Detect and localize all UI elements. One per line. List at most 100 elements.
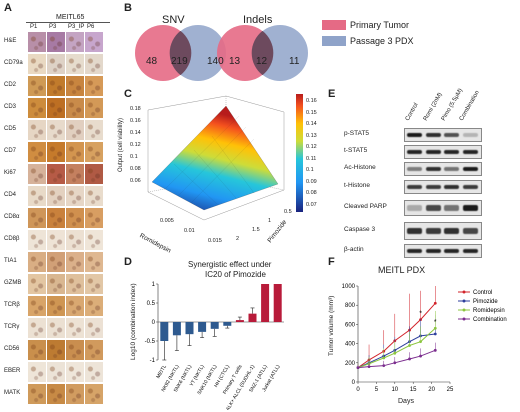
western-band [462, 227, 478, 235]
ihc-image-cell [47, 252, 65, 272]
legend-label-primary: Primary Tumor [350, 20, 410, 30]
surface-ztick: 0.1 [130, 154, 138, 160]
ihc-image-cell [28, 340, 46, 360]
western-band [407, 227, 422, 235]
d-bar [172, 322, 181, 336]
western-row-label: Cleaved PARP [344, 203, 387, 210]
venn-snv-title: SNV [162, 14, 185, 26]
ihc-image-cell [47, 164, 65, 184]
western-band [444, 149, 459, 155]
f-ytick-label: 1000 [342, 284, 356, 290]
western-row-label: Ac-Histone [344, 164, 376, 171]
ihc-image-cell [66, 318, 84, 338]
surface-gridlines [164, 115, 255, 206]
ihc-image-cell [85, 274, 103, 294]
colorbar-tick: 0.15 [306, 109, 317, 116]
western-band [425, 132, 441, 138]
ihc-image-cell [47, 76, 65, 96]
ihc-image-cell [66, 384, 84, 404]
panel-e-letter: E [328, 88, 336, 100]
ihc-image-cell [66, 296, 84, 316]
f-legend-marker [462, 308, 466, 312]
western-band [407, 166, 422, 172]
ihc-image-cell [28, 362, 46, 382]
d-bar [273, 284, 282, 322]
western-column-label: Control [404, 102, 420, 122]
ihc-image-cell [28, 296, 46, 316]
ihc-image-cell [66, 208, 84, 228]
f-xtick-label: 5 [375, 387, 379, 393]
western-blot-strip [404, 180, 482, 194]
f-significance-star: * [434, 319, 437, 326]
colorbar-tick: 0.1 [306, 167, 314, 173]
surface-ytick: 2 [236, 236, 240, 242]
western-band [407, 248, 422, 254]
ihc-image-cell [85, 54, 103, 74]
western-band [444, 205, 459, 211]
ihc-column-label: P3 [49, 24, 57, 30]
ihc-image-cell [85, 318, 103, 338]
f-point [433, 332, 437, 336]
ihc-column-label: P6 [87, 24, 95, 30]
legend-swatch-pdx [322, 36, 346, 46]
venn-indels-title: Indels [243, 14, 273, 26]
western-band [462, 205, 478, 211]
ihc-image-cell [28, 76, 46, 96]
f-xtick-label: 20 [428, 387, 435, 393]
ihc-image-cell [85, 208, 103, 228]
colorbar-tick: 0.13 [306, 132, 317, 139]
panel-a-header: MEITL65 [56, 14, 85, 21]
colorbar-tick: 0.07 [306, 201, 317, 208]
colorbar [296, 94, 303, 212]
western-band [462, 149, 478, 155]
western-band [407, 184, 422, 190]
ihc-row-label: CD5 [4, 126, 17, 132]
d-ytick-label: -1 [150, 358, 156, 364]
d-bar [210, 322, 219, 329]
western-band [444, 184, 459, 190]
ihc-column-label: P1 [30, 24, 38, 30]
d-bar [160, 322, 169, 341]
ihc-row-label: H&E [4, 38, 17, 44]
western-band [425, 248, 441, 254]
ihc-image-cell [28, 186, 46, 206]
western-band [407, 149, 422, 155]
ihc-row-label: TCRβ [4, 302, 20, 308]
ihc-image-cell [28, 142, 46, 162]
surface-xtick: 0.015 [208, 238, 222, 244]
ihc-row-label: TIA1 [4, 258, 17, 264]
surface-ytick: 1 [268, 218, 272, 224]
ihc-image-cell [66, 186, 84, 206]
legend-label-pdx: Passage 3 PDX [350, 36, 414, 46]
ihc-column-label: P3_IP [68, 24, 85, 30]
western-blot-strip [404, 145, 482, 159]
surface-ztick: 0.06 [130, 178, 141, 184]
f-legend-label: Combination [473, 317, 507, 323]
western-band [425, 166, 441, 172]
f-ytick-label: 200 [345, 361, 356, 367]
ihc-image-cell [66, 164, 84, 184]
d-bar [198, 322, 207, 332]
surface-mesh [151, 105, 279, 211]
f-xtick-label: 10 [391, 387, 398, 393]
f-point [419, 340, 422, 344]
ihc-image-cell [66, 54, 84, 74]
d-bar [223, 322, 232, 326]
ihc-image-cell [85, 296, 103, 316]
f-point [408, 344, 411, 347]
western-blot-strip [404, 244, 482, 258]
ihc-image-cell [47, 32, 65, 52]
f-legend-marker [462, 317, 466, 321]
d-bar [235, 320, 244, 322]
western-band [444, 132, 459, 138]
ihc-row-label: CD3 [4, 104, 17, 110]
ihc-image-cell [47, 230, 65, 250]
ihc-image-cell [28, 32, 46, 52]
surface-xtick: 0.005 [160, 218, 174, 224]
f-xtick-label: 0 [356, 387, 360, 393]
ihc-image-cell [28, 274, 46, 294]
surface-ztick: 0.18 [130, 106, 141, 112]
ihc-image-cell [47, 98, 65, 118]
legend-swatch-primary [322, 20, 346, 30]
